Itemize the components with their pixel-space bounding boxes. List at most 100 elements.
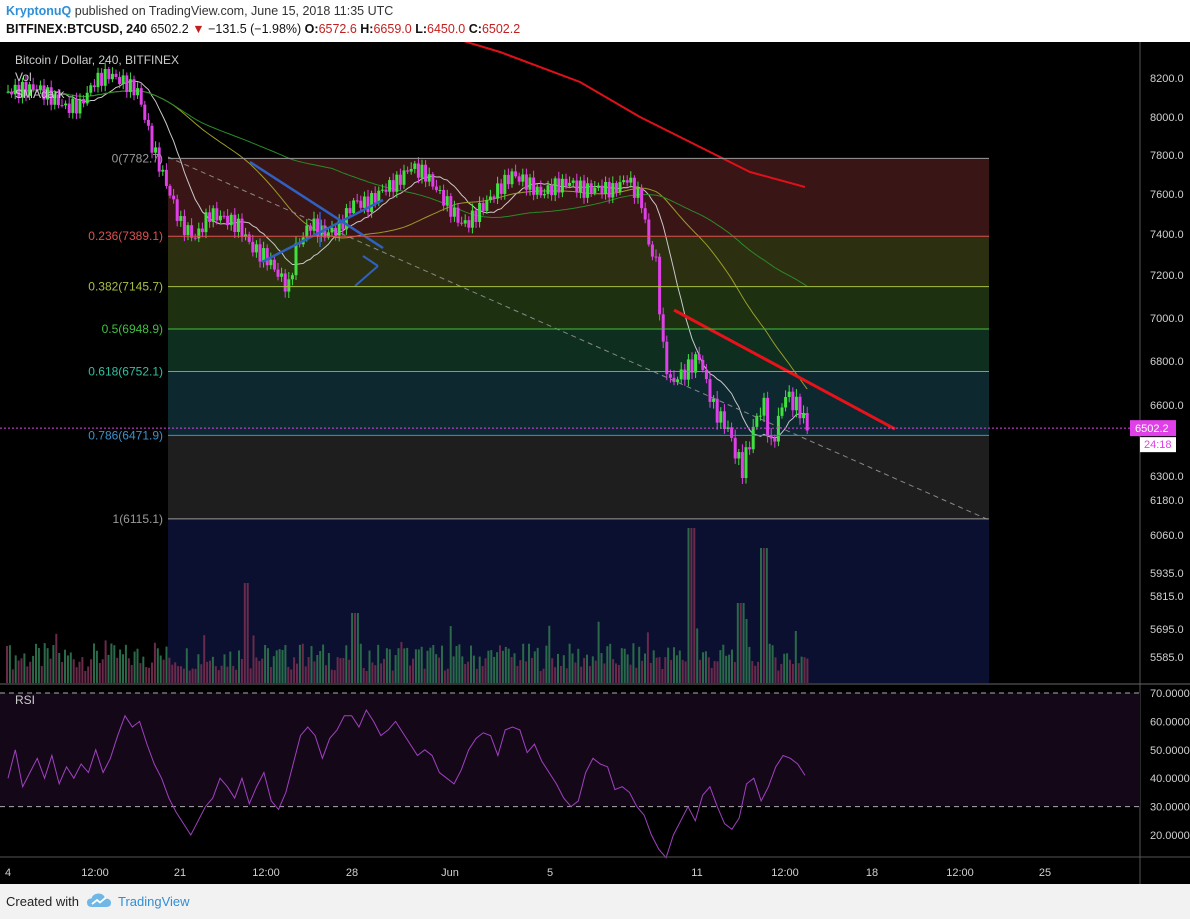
volume-bar	[400, 641, 403, 683]
candle-body	[276, 269, 280, 277]
volume-bar	[600, 653, 603, 683]
fib-zone	[168, 236, 989, 287]
volume-bar	[722, 644, 725, 683]
volume-bar	[565, 668, 568, 683]
volume-bar	[127, 658, 130, 683]
volume-bar	[246, 583, 249, 683]
volume-bar	[496, 652, 499, 683]
tradingview-brand[interactable]: TradingView	[118, 894, 190, 909]
volume-bar	[467, 661, 470, 683]
price-tick-label: 6180.0	[1150, 495, 1184, 507]
candle-body	[539, 186, 543, 196]
volume-bar	[478, 656, 481, 683]
volume-bar	[304, 666, 307, 683]
volume-bar	[501, 650, 504, 683]
volume-bar	[562, 655, 565, 683]
author-link[interactable]: KryptonuQ	[6, 4, 72, 18]
volume-bar	[507, 648, 510, 683]
price-tick-label: 5585.0	[1150, 652, 1184, 664]
fib-level-label: 0.236(7389.1)	[88, 229, 163, 243]
volume-bar	[84, 670, 87, 683]
volume-bar	[194, 668, 197, 683]
volume-bar	[594, 660, 597, 683]
volume-bar	[438, 657, 441, 683]
volume-bar	[200, 664, 203, 683]
candle-body	[49, 87, 53, 105]
volume-bar	[156, 648, 159, 683]
candle-body	[161, 169, 165, 172]
candle-body	[150, 125, 154, 153]
candle-body	[575, 180, 579, 193]
volume-bar	[623, 648, 626, 683]
volume-bar	[789, 659, 791, 683]
volume-bar	[725, 655, 728, 683]
rsi-tick-label: 70.0000	[1150, 688, 1190, 700]
rsi-label: RSI	[15, 693, 35, 707]
volume-bar	[301, 643, 304, 683]
volume-bar	[780, 663, 783, 683]
candle-body	[510, 171, 514, 185]
volume-bar	[472, 655, 475, 683]
candle-body	[125, 75, 129, 93]
time-tick-label: 11	[691, 867, 702, 879]
volume-bar	[354, 613, 356, 683]
candle-body	[762, 397, 766, 416]
volume-bar	[98, 663, 101, 683]
candle-body	[625, 180, 629, 183]
candle-body	[35, 89, 39, 91]
candle-body	[658, 256, 662, 315]
volume-bar	[339, 658, 342, 683]
candle-body	[564, 178, 568, 186]
volume-bar	[235, 669, 238, 683]
volume-bar	[420, 646, 423, 683]
candle-body	[640, 188, 644, 209]
price-tick-label: 8200.0	[1150, 73, 1184, 85]
candle-body	[737, 452, 741, 459]
volume-bar	[49, 658, 52, 683]
volume-bar	[661, 668, 664, 683]
candle-body	[398, 174, 402, 185]
volume-bar	[736, 603, 739, 683]
volume-bar	[612, 659, 615, 683]
candle-body	[272, 259, 276, 270]
volume-bar	[287, 666, 290, 683]
candle-body	[316, 218, 320, 237]
volume-bar	[356, 613, 359, 683]
volume-bar	[139, 663, 142, 683]
volume-bar	[159, 655, 162, 683]
volume-bar	[716, 661, 719, 683]
candle-body	[312, 218, 316, 231]
candle-body	[74, 98, 78, 114]
volume-bar	[336, 657, 339, 683]
volume-bar	[325, 665, 327, 683]
triangle-lower-line	[261, 198, 384, 264]
price-tick-label: 7200.0	[1150, 270, 1184, 282]
candle-body	[776, 415, 780, 442]
symbol-label: BITFINEX:BTCUSD, 240	[6, 22, 147, 36]
candle-body	[600, 185, 604, 194]
volume-bar	[704, 651, 707, 683]
volume-bar	[731, 649, 733, 683]
volume-bar	[362, 668, 365, 683]
close-value: 6502.2	[481, 22, 521, 36]
candle-body	[654, 256, 658, 258]
volume-bar	[762, 548, 765, 683]
candle-body	[676, 379, 680, 383]
volume-bar	[93, 643, 95, 683]
resistance-line	[673, 308, 896, 431]
volume-bar	[774, 657, 777, 683]
volume-bar	[243, 583, 246, 683]
publish-info: published on TradingView.com, June 15, 2…	[74, 4, 394, 18]
candle-body	[258, 244, 262, 262]
candle-body	[28, 84, 32, 96]
open-label: O:	[304, 22, 319, 36]
volume-bar	[391, 670, 394, 683]
volume-bar	[296, 663, 298, 683]
publish-line: KryptonuQ published on TradingView.com, …	[6, 4, 393, 18]
volume-bar	[504, 646, 507, 683]
candle-body	[568, 182, 572, 186]
price-chart[interactable]: 0(7782.7) 0.236(7389.1) 0.382(7145.7) 0.5(6…	[0, 1, 1190, 884]
volume-bar	[275, 650, 278, 683]
candle-body	[193, 237, 197, 239]
chart-area[interactable]: 0(7782.7) 0.236(7389.1) 0.382(7145.7) 0.5(6…	[0, 1, 1190, 884]
